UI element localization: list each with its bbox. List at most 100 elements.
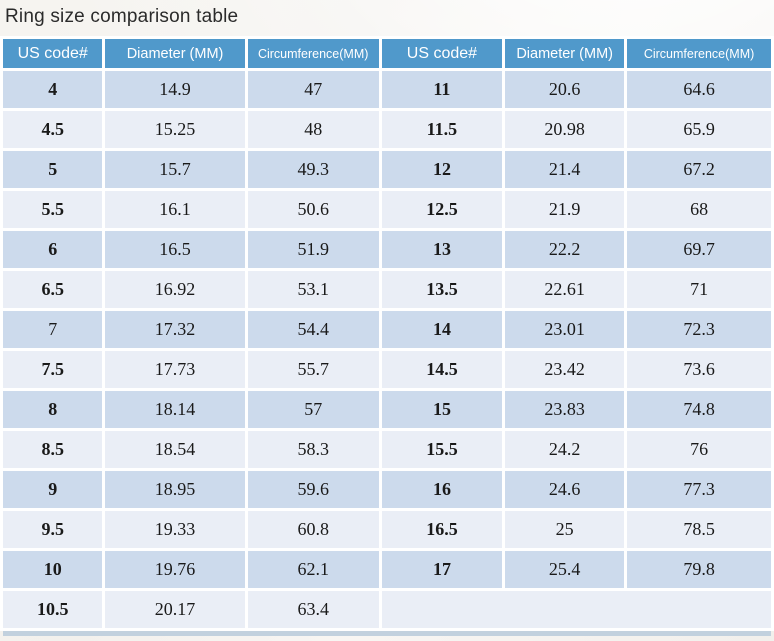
us-code-cell-right: 11: [381, 71, 503, 108]
circumference-cell-left: 54.4: [247, 311, 379, 348]
diameter-cell-left: 16.5: [105, 231, 245, 268]
circumference-cell-right: 72.3: [627, 311, 771, 348]
table-row: 10 19.76 62.1 17 25.4 79.8: [3, 551, 771, 588]
us-code-cell-left: 10.5: [3, 591, 103, 628]
ring-size-table: US code# Diameter (MM) Circumference(MM)…: [0, 36, 774, 631]
us-code-cell-left: 4: [3, 71, 103, 108]
diameter-cell-right: 20.6: [505, 71, 625, 108]
diameter-cell-right: 25: [505, 511, 625, 548]
circumference-cell-right: 79.8: [627, 551, 771, 588]
table-body: 4 14.9 47 11 20.6 64.6 4.5 15.25 48 11.5 20.98 65.9…: [3, 71, 771, 628]
header-circumference-right: Circumference(MM): [627, 39, 771, 68]
us-code-cell-left: 8.5: [3, 431, 103, 468]
table-row: 6.5 16.92 53.1 13.5 22.61 71: [3, 271, 771, 308]
us-code-cell-left: 6.5: [3, 271, 103, 308]
circumference-cell-left: 50.6: [247, 191, 379, 228]
table-row: 5.5 16.1 50.6 12.5 21.9 68: [3, 191, 771, 228]
us-code-cell-right: 11.5: [381, 111, 503, 148]
circumference-cell-left: 57: [247, 391, 379, 428]
us-code-cell-right: 12: [381, 151, 503, 188]
us-code-cell-left: 5: [3, 151, 103, 188]
diameter-cell-left: 17.73: [105, 351, 245, 388]
circumference-cell-left: 60.8: [247, 511, 379, 548]
diameter-cell-left: 19.76: [105, 551, 245, 588]
circumference-cell-left: 62.1: [247, 551, 379, 588]
header-diameter-left: Diameter (MM): [105, 39, 245, 68]
us-code-cell-right: 16.5: [381, 511, 503, 548]
diameter-cell-left: 14.9: [105, 71, 245, 108]
diameter-cell-left: 16.92: [105, 271, 245, 308]
diameter-cell-right: 23.83: [505, 391, 625, 428]
diameter-cell-left: 20.17: [105, 591, 245, 628]
circumference-cell-right: 74.8: [627, 391, 771, 428]
us-code-cell-left: 7.5: [3, 351, 103, 388]
us-code-cell-right: 13: [381, 231, 503, 268]
us-code-cell-left: 8: [3, 391, 103, 428]
header-row: US code# Diameter (MM) Circumference(MM)…: [3, 39, 771, 68]
us-code-cell-right: 15: [381, 391, 503, 428]
circumference-cell-left: 51.9: [247, 231, 379, 268]
circumference-cell-left: 49.3: [247, 151, 379, 188]
us-code-cell-right: 13.5: [381, 271, 503, 308]
diameter-cell-left: 18.14: [105, 391, 245, 428]
diameter-cell-left: 15.25: [105, 111, 245, 148]
header-diameter-right: Diameter (MM): [505, 39, 625, 68]
diameter-cell-left: 17.32: [105, 311, 245, 348]
us-code-cell-right: 12.5: [381, 191, 503, 228]
empty-cell-right: [381, 591, 771, 628]
circumference-cell-right: 78.5: [627, 511, 771, 548]
diameter-cell-right: 20.98: [505, 111, 625, 148]
us-code-cell-left: 4.5: [3, 111, 103, 148]
circumference-cell-right: 69.7: [627, 231, 771, 268]
diameter-cell-left: 18.95: [105, 471, 245, 508]
table-row: 4.5 15.25 48 11.5 20.98 65.9: [3, 111, 771, 148]
circumference-cell-left: 53.1: [247, 271, 379, 308]
circumference-cell-right: 73.6: [627, 351, 771, 388]
us-code-cell-right: 15.5: [381, 431, 503, 468]
table-row: 6 16.5 51.9 13 22.2 69.7: [3, 231, 771, 268]
circumference-cell-left: 59.6: [247, 471, 379, 508]
diameter-cell-left: 16.1: [105, 191, 245, 228]
circumference-cell-right: 65.9: [627, 111, 771, 148]
diameter-cell-left: 15.7: [105, 151, 245, 188]
diameter-cell-right: 22.61: [505, 271, 625, 308]
table-row: 8 18.14 57 15 23.83 74.8: [3, 391, 771, 428]
table-row: 10.5 20.17 63.4: [3, 591, 771, 628]
us-code-cell-left: 9: [3, 471, 103, 508]
circumference-cell-right: 77.3: [627, 471, 771, 508]
circumference-cell-left: 47: [247, 71, 379, 108]
circumference-cell-left: 55.7: [247, 351, 379, 388]
us-code-cell-left: 5.5: [3, 191, 103, 228]
diameter-cell-right: 23.01: [505, 311, 625, 348]
us-code-cell-left: 6: [3, 231, 103, 268]
diameter-cell-left: 18.54: [105, 431, 245, 468]
diameter-cell-right: 22.2: [505, 231, 625, 268]
table-row: 9 18.95 59.6 16 24.6 77.3: [3, 471, 771, 508]
table-row: 8.5 18.54 58.3 15.5 24.2 76: [3, 431, 771, 468]
table-row: 5 15.7 49.3 12 21.4 67.2: [3, 151, 771, 188]
diameter-cell-right: 25.4: [505, 551, 625, 588]
cropped-next-row-strip: [3, 631, 771, 636]
table-row: 7.5 17.73 55.7 14.5 23.42 73.6: [3, 351, 771, 388]
table-row: 7 17.32 54.4 14 23.01 72.3: [3, 311, 771, 348]
table-header: US code# Diameter (MM) Circumference(MM)…: [3, 39, 771, 68]
us-code-cell-left: 9.5: [3, 511, 103, 548]
circumference-cell-left: 63.4: [247, 591, 379, 628]
us-code-cell-right: 16: [381, 471, 503, 508]
diameter-cell-right: 24.2: [505, 431, 625, 468]
diameter-cell-right: 21.4: [505, 151, 625, 188]
table-row: 4 14.9 47 11 20.6 64.6: [3, 71, 771, 108]
us-code-cell-right: 14: [381, 311, 503, 348]
circumference-cell-left: 48: [247, 111, 379, 148]
us-code-cell-right: 17: [381, 551, 503, 588]
us-code-cell-left: 10: [3, 551, 103, 588]
circumference-cell-right: 67.2: [627, 151, 771, 188]
circumference-cell-left: 58.3: [247, 431, 379, 468]
circumference-cell-right: 76: [627, 431, 771, 468]
header-circumference-left: Circumference(MM): [247, 39, 379, 68]
diameter-cell-left: 19.33: [105, 511, 245, 548]
us-code-cell-right: 14.5: [381, 351, 503, 388]
header-us-code-right: US code#: [381, 39, 503, 68]
diameter-cell-right: 24.6: [505, 471, 625, 508]
circumference-cell-right: 64.6: [627, 71, 771, 108]
